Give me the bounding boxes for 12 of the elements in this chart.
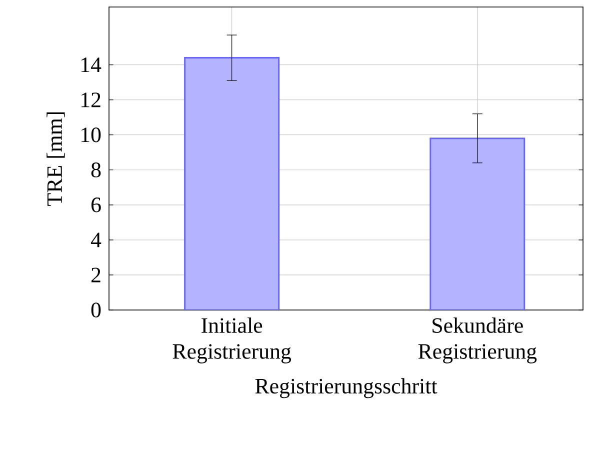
y-axis-title: TRE [mm] xyxy=(46,112,65,206)
y-tick-label: 2 xyxy=(92,268,100,282)
x-axis-title: Registrierungsschritt xyxy=(255,378,438,398)
y-tick-label: 8 xyxy=(91,162,101,178)
y-tick-label: 6 xyxy=(91,198,101,212)
y-tick-label: 4 xyxy=(90,232,102,248)
x-tick-label: Initiale Registrierung xyxy=(172,318,292,364)
y-tick-label: 0 xyxy=(91,302,101,318)
y-tick-label: 12 xyxy=(82,92,100,108)
x-tick-label: Sekundäre Registrierung xyxy=(418,318,537,364)
y-tick-label: 10 xyxy=(82,127,101,142)
y-tick-label: 14 xyxy=(82,58,102,72)
